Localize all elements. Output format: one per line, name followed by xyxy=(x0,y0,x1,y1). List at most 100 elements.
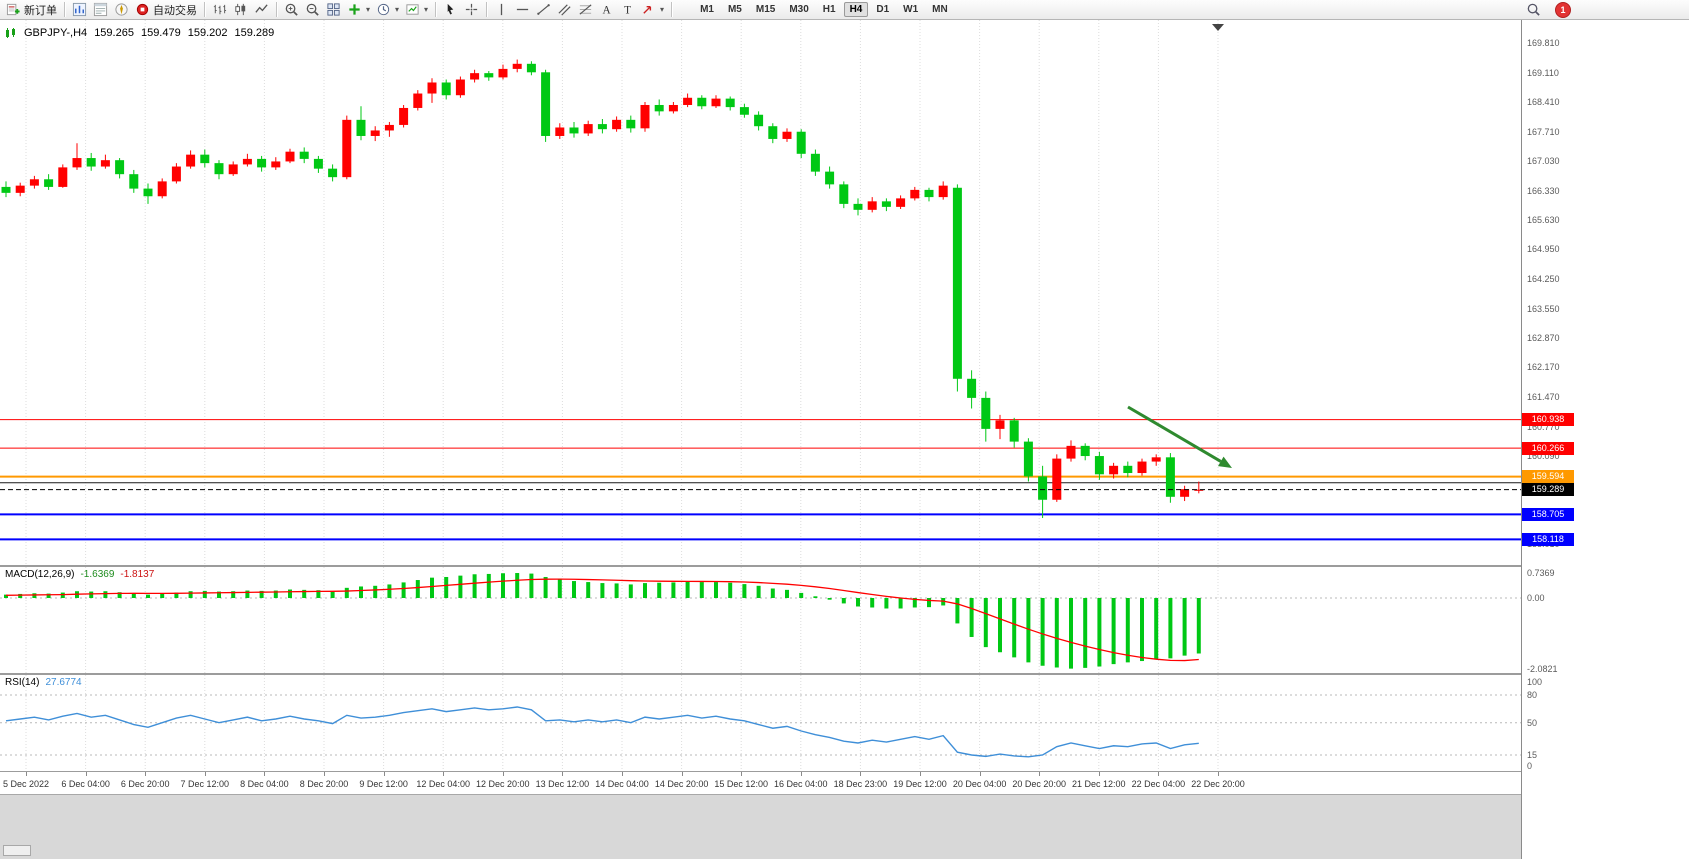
price-axis[interactable]: 169.810 169.110 168.410 167.710 167.030 166.3… xyxy=(1521,20,1689,859)
zoom-in-button[interactable] xyxy=(281,1,302,19)
horizontal-line-button[interactable] xyxy=(512,1,533,19)
toolbar-separator xyxy=(204,2,205,17)
time-tick xyxy=(860,772,862,776)
scroll-nub[interactable] xyxy=(3,845,31,856)
autotrading-button[interactable]: 自动交易 xyxy=(132,1,200,19)
timeframe-w1-button[interactable]: W1 xyxy=(903,4,919,15)
time-axis-label: 20 Dec 20:00 xyxy=(1012,779,1066,789)
candle-body xyxy=(1194,489,1204,491)
candle-body xyxy=(157,181,167,197)
rsi-name: RSI(14) xyxy=(5,677,40,688)
chart-bars-button[interactable] xyxy=(209,1,230,19)
panel-separator[interactable] xyxy=(0,673,1521,675)
periods-button[interactable]: ▾ xyxy=(373,1,402,19)
rsi-axis-label: 0 xyxy=(1527,761,1533,771)
timeframe-m30-button[interactable]: M30 xyxy=(789,4,809,15)
time-tick xyxy=(26,772,27,776)
time-tick xyxy=(502,772,504,776)
macd-label: MACD(12,26,9) -1.6369 -1.8137 xyxy=(5,569,154,580)
candle-body xyxy=(910,189,920,199)
rsi-axis-label: 80 xyxy=(1527,690,1538,700)
candle-body xyxy=(881,201,891,207)
candle-body xyxy=(200,154,210,164)
candle-body xyxy=(484,73,494,78)
price-axis-label: 169.110 xyxy=(1527,67,1559,78)
market-watch-button[interactable] xyxy=(69,1,90,19)
price-axis-label: 164.950 xyxy=(1527,244,1560,255)
timeframe-h1-button[interactable]: H1 xyxy=(822,4,836,15)
macd-panel[interactable] xyxy=(0,567,1521,673)
candle-body xyxy=(1023,441,1033,477)
timeframe-m1-button[interactable]: M1 xyxy=(700,4,714,15)
candle-body xyxy=(853,203,863,210)
timeframe-d1-button[interactable]: D1 xyxy=(876,4,890,15)
rsi-axis-label: 50 xyxy=(1527,717,1538,728)
chevron-down-icon: ▾ xyxy=(424,5,429,14)
timeframe-mn-button[interactable]: MN xyxy=(932,4,948,15)
candle-body xyxy=(384,124,394,131)
price-level-badge: 158.705 xyxy=(1522,507,1574,521)
chevron-down-icon: ▾ xyxy=(395,5,400,14)
candle-body xyxy=(612,119,622,130)
candle-body xyxy=(512,63,522,69)
equidistant-channel-button[interactable] xyxy=(554,1,575,19)
timeframe-h4-button[interactable]: H4 xyxy=(843,2,869,17)
time-axis-label: 12 Dec 20:00 xyxy=(476,779,530,789)
candle-body xyxy=(597,124,607,130)
chart-window[interactable]: GBPJPY-,H4 159.265 159.479 159.202 159.2… xyxy=(0,20,1521,859)
crosshair-button[interactable] xyxy=(461,1,482,19)
toolbar-right-group: 1 xyxy=(1526,1,1571,18)
timeframe-m5-button[interactable]: M5 xyxy=(727,4,742,15)
candle-body xyxy=(1165,457,1175,497)
chart-shift-marker[interactable] xyxy=(1212,24,1224,31)
candle-body xyxy=(1066,445,1076,459)
rsi-axis-label: 100 xyxy=(1527,677,1543,687)
candle-body xyxy=(1038,476,1048,500)
templates-button[interactable]: ▾ xyxy=(402,1,431,19)
zoom-out-button[interactable] xyxy=(302,1,323,19)
candle-body xyxy=(995,420,1005,429)
autotrading-icon xyxy=(136,3,149,16)
candle-body xyxy=(1,186,11,193)
crosshair-icon xyxy=(465,3,478,16)
market-watch-icon xyxy=(72,2,87,17)
text-tool-button[interactable]: A xyxy=(596,1,617,19)
time-axis-label: 8 Dec 20:00 xyxy=(299,779,349,789)
fibonacci-button[interactable] xyxy=(575,1,596,19)
candle-body xyxy=(72,158,82,168)
text-label-button[interactable]: T xyxy=(617,1,638,19)
trend-arrow[interactable] xyxy=(1127,405,1222,463)
data-window-button[interactable] xyxy=(90,1,111,19)
candle-body xyxy=(44,179,54,187)
tile-windows-button[interactable] xyxy=(323,1,344,19)
navigator-button[interactable] xyxy=(111,1,132,19)
arrows-button[interactable]: ▾ xyxy=(638,1,667,19)
chart-candles-button[interactable] xyxy=(230,1,251,19)
rsi-panel[interactable] xyxy=(0,675,1521,771)
time-axis-label: 12 Dec 04:00 xyxy=(416,779,470,789)
price-level-badge: 159.594 xyxy=(1522,470,1574,484)
new-order-button[interactable]: 新订单 xyxy=(3,1,60,19)
price-axis-label: 160.090 xyxy=(1527,450,1560,461)
time-tick xyxy=(204,772,206,776)
symbol-title: GBPJPY-,H4 xyxy=(24,27,88,39)
timeframe-m15-button[interactable]: M15 xyxy=(755,4,776,15)
chart-line-button[interactable] xyxy=(251,1,272,19)
time-axis-label: 21 Dec 12:00 xyxy=(1072,779,1126,789)
time-tick xyxy=(1039,772,1041,776)
trendline-button[interactable] xyxy=(533,1,554,19)
candle-body xyxy=(441,82,451,96)
cursor-button[interactable] xyxy=(440,1,461,19)
search-icon[interactable] xyxy=(1526,2,1541,17)
indicators-button[interactable]: ▾ xyxy=(344,1,373,19)
candle-body xyxy=(583,124,593,134)
price-axis-label: 167.030 xyxy=(1527,156,1560,167)
notification-badge[interactable]: 1 xyxy=(1555,1,1571,18)
time-axis[interactable]: 5 Dec 2022 6 Dec 04:00 6 Dec 20:00 7 Dec 12… xyxy=(0,772,1521,794)
panel-separator[interactable] xyxy=(0,565,1521,567)
time-axis-label: 15 Dec 12:00 xyxy=(714,779,768,789)
main-toolbar: 新订单 自动交易 xyxy=(0,0,1689,20)
candle-body xyxy=(782,131,792,139)
price-chart[interactable] xyxy=(0,20,1521,565)
vertical-line-button[interactable] xyxy=(491,1,512,19)
